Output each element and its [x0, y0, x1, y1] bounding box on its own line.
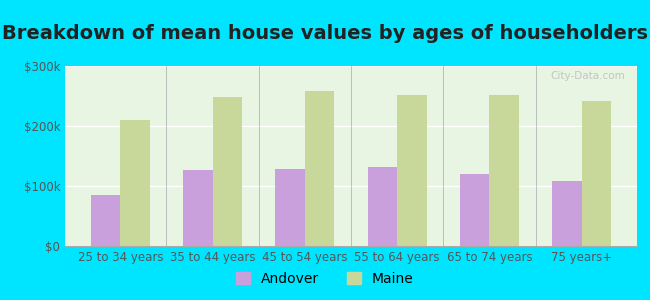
Bar	[582, 101, 611, 246]
Bar	[460, 174, 489, 246]
Bar	[120, 120, 150, 246]
Bar	[368, 167, 397, 246]
Bar	[276, 169, 305, 246]
Bar	[91, 195, 120, 246]
Text: City-Data.com: City-Data.com	[551, 71, 625, 81]
Bar	[397, 95, 426, 246]
Text: Breakdown of mean house values by ages of householders: Breakdown of mean house values by ages o…	[2, 24, 648, 43]
Bar	[552, 181, 582, 246]
Bar	[489, 95, 519, 246]
Bar	[183, 170, 213, 246]
Legend: Andover, Maine: Andover, Maine	[232, 268, 418, 290]
Bar	[213, 97, 242, 246]
Bar	[305, 91, 334, 246]
